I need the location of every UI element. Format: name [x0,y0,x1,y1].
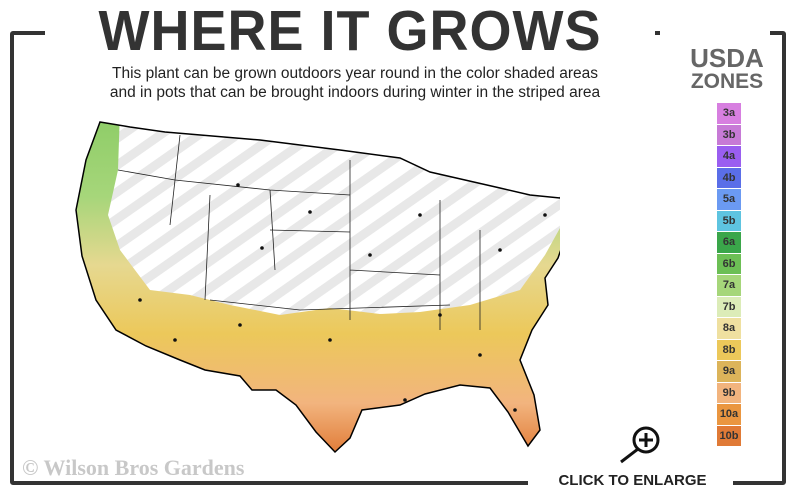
subtitle-line-1: This plant can be grown outdoors year ro… [112,65,598,82]
state-borders [117,134,481,330]
legend-zone-10a: 10a [717,404,741,425]
zone-legend: 3a 3b 4a 4b 5a 5b 6a 6b 7a 7b 8a 8b 9a 9b 10a 10b [717,103,741,447]
legend-zone-6b: 6b [717,253,741,274]
legend-zone-7b: 7b [717,296,741,317]
bottom-mask [528,470,733,500]
subtitle-line-2: and in pots that can be brought indoors … [109,84,601,101]
legend-zone-3a: 3a [717,103,741,124]
legend-zone-9a: 9a [717,361,741,382]
legend-title: USDA ZONES [672,43,782,94]
copyright-watermark: © Wilson Bros Gardens [22,455,245,480]
legend-zone-6a: 6a [717,232,741,253]
legend-zone-4b: 4b [717,167,741,188]
legend-zone-5b: 5b [717,210,741,231]
click-to-enlarge-button[interactable]: CLICK TO ENLARGE [558,472,707,489]
legend-mask [660,20,770,100]
title-mask [45,0,655,60]
city-markers [138,183,547,412]
legend-zone-3b: 3b [717,124,741,145]
legend-zone-10b: 10b [717,425,741,446]
legend-zone-5a: 5a [717,189,741,210]
legend-title-line-2: ZONES [690,70,764,93]
legend-title-line-1: USDA [690,43,764,73]
legend-zone-4a: 4a [717,146,741,167]
legend-zone-8b: 8b [717,339,741,360]
us-zone-map[interactable] [60,110,560,455]
legend-zone-7a: 7a [717,275,741,296]
subtitle: This plant can be grown outdoors year ro… [40,64,670,102]
legend-zone-8a: 8a [717,318,741,339]
legend-zone-9b: 9b [717,382,741,403]
page-title: WHERE IT GROWS [98,0,602,63]
magnifier-plus-icon[interactable] [618,424,664,464]
